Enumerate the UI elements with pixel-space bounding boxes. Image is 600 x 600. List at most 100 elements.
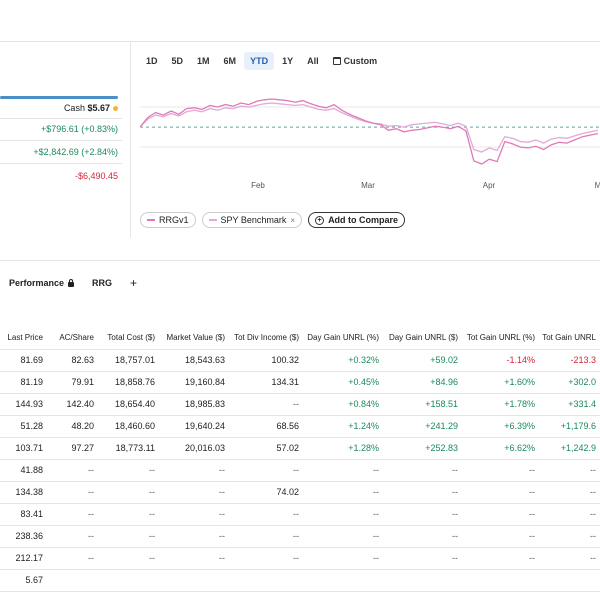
cell-tot-div-income: --: [229, 546, 303, 569]
cell-day-gain-pct: +0.84%: [303, 392, 383, 415]
add-to-compare-button[interactable]: + Add to Compare: [308, 212, 406, 228]
x-tick-label: Apr: [483, 181, 496, 190]
cell-tot-div-income: --: [229, 392, 303, 415]
range-1d[interactable]: 1D: [140, 52, 164, 70]
legend-rrg[interactable]: RRGv1: [140, 212, 196, 228]
cell-tot-gain-dollar: --: [539, 480, 600, 503]
table-row[interactable]: 144.93 142.40 18,654.40 18,985.83 -- +0.84% +1…: [0, 392, 600, 415]
table-row[interactable]: 51.28 48.20 18,460.60 19,640.24 68.56 +1.24% +…: [0, 414, 600, 437]
chart-legend: RRGv1 SPY Benchmark × + Add to Compare: [140, 212, 406, 228]
total-gain-value: +$2,842.69 (+2.84%): [33, 147, 118, 157]
range-label: 5D: [171, 56, 184, 66]
cell-last-price: 134.38: [0, 480, 47, 503]
realized-gain-value: -$6,490.45: [74, 171, 118, 181]
cell-day-gain-dollar: +84.96: [383, 370, 462, 393]
column-header-market-value[interactable]: Market Value ($): [166, 333, 225, 343]
holdings-table: Last Price AC/Share Total Cost ($) Market V…: [0, 327, 600, 592]
table-row[interactable]: 103.71 97.27 18,773.11 20,016.03 57.02 +1.28%…: [0, 436, 600, 459]
table-row[interactable]: 238.36 -- -- -- -- -- -- -- --: [0, 524, 600, 547]
legend-label: SPY Benchmark: [220, 215, 287, 225]
cell-last-price: 41.88: [0, 458, 47, 481]
cell-tot-div-income: 100.32: [229, 348, 303, 371]
cell-tot-gain-pct: +6.62%: [462, 436, 539, 459]
cell-tot-gain-pct: +1.60%: [462, 370, 539, 393]
cell-ac-share: --: [47, 524, 98, 547]
range-1m[interactable]: 1M: [191, 52, 216, 70]
add-tab-button[interactable]: +: [130, 276, 137, 290]
cell-ac-share: 48.20: [47, 414, 98, 437]
cell-total-cost: --: [98, 458, 159, 481]
cell-tot-div-income: 134.31: [229, 370, 303, 393]
table-row[interactable]: 81.19 79.91 18,858.76 19,160.84 134.31 +0.45%…: [0, 370, 600, 393]
cell-total-cost: 18,773.11: [98, 436, 159, 459]
time-range-selector: 1D 5D 1M 6M YTD 1Y All Custom: [140, 52, 383, 70]
column-header-total-cost[interactable]: Total Cost ($): [107, 333, 155, 343]
cell-tot-gain-dollar: [539, 568, 600, 592]
cell-tot-div-income: 57.02: [229, 436, 303, 459]
cell-tot-div-income: 74.02: [229, 480, 303, 503]
remove-benchmark-icon[interactable]: ×: [290, 215, 296, 225]
legend-label: RRGv1: [159, 215, 189, 225]
calendar-icon: [332, 57, 341, 65]
table-row[interactable]: 5.67: [0, 568, 600, 592]
range-all[interactable]: All: [301, 52, 325, 70]
cell-ac-share: --: [47, 546, 98, 569]
cell-ac-share: [47, 568, 98, 592]
plus-icon: +: [130, 276, 138, 290]
cell-market-value: --: [159, 502, 229, 525]
cell-day-gain-pct: --: [303, 546, 383, 569]
cell-market-value: 18,543.63: [159, 348, 229, 371]
table-row[interactable]: 83.41 -- -- -- -- -- -- -- --: [0, 502, 600, 525]
cell-day-gain-dollar: +252.83: [383, 436, 462, 459]
range-label: 6M: [223, 56, 237, 66]
cell-day-gain-pct: +1.24%: [303, 414, 383, 437]
column-header-tot-div-income[interactable]: Tot Div Income ($): [234, 333, 299, 343]
cell-total-cost: 18,654.40: [98, 392, 159, 415]
cell-total-cost: --: [98, 502, 159, 525]
series-swatch: [147, 219, 155, 221]
divider: [0, 163, 122, 164]
tab-rrg[interactable]: RRG: [92, 278, 112, 288]
column-header-tot-gain-pct[interactable]: Tot Gain UNRL (%): [466, 333, 535, 343]
divider: [0, 140, 122, 141]
x-tick-label: Feb: [251, 181, 265, 190]
table-row[interactable]: 41.88 -- -- -- -- -- -- -- --: [0, 458, 600, 481]
cell-total-cost: --: [98, 524, 159, 547]
tab-performance[interactable]: Performance: [9, 278, 75, 288]
cell-tot-div-income: --: [229, 502, 303, 525]
cell-day-gain-dollar: --: [383, 546, 462, 569]
cell-day-gain-pct: [303, 568, 383, 592]
range-custom[interactable]: Custom: [327, 52, 384, 70]
column-header-last-price[interactable]: Last Price: [7, 333, 43, 343]
range-6m[interactable]: 6M: [218, 52, 243, 70]
series-line-rrgv1: [140, 98, 599, 165]
cell-day-gain-pct: +0.45%: [303, 370, 383, 393]
cell-ac-share: 82.63: [47, 348, 98, 371]
cell-day-gain-dollar: +59.02: [383, 348, 462, 371]
column-header-tot-gain-dollar[interactable]: Tot Gain UNRL: [542, 333, 596, 343]
table-row[interactable]: 212.17 -- -- -- -- -- -- -- --: [0, 546, 600, 569]
table-row[interactable]: 134.38 -- -- -- 74.02 -- -- -- --: [0, 480, 600, 503]
cell-day-gain-pct: +1.28%: [303, 436, 383, 459]
table-row[interactable]: 81.69 82.63 18,757.01 18,543.63 100.32 +0.32%…: [0, 348, 600, 371]
cell-day-gain-dollar: [383, 568, 462, 592]
legend-spy[interactable]: SPY Benchmark ×: [201, 212, 303, 228]
cell-last-price: 5.67: [0, 568, 47, 592]
cell-tot-gain-pct: -1.14%: [462, 348, 539, 371]
cell-ac-share: --: [47, 458, 98, 481]
cell-tot-gain-dollar: +1,242.9: [539, 436, 600, 459]
column-header-day-gain-pct[interactable]: Day Gain UNRL (%): [307, 333, 379, 343]
plus-circle-icon: +: [315, 215, 325, 225]
range-label: 1Y: [282, 56, 294, 66]
cell-market-value: --: [159, 524, 229, 547]
range-ytd[interactable]: YTD: [244, 52, 275, 70]
column-header-ac-share[interactable]: AC/Share: [59, 333, 94, 343]
range-label: YTD: [250, 56, 269, 66]
range-5d[interactable]: 5D: [166, 52, 190, 70]
cell-last-price: 51.28: [0, 414, 47, 437]
performance-chart[interactable]: Feb Mar Apr M: [140, 90, 600, 200]
cell-last-price: 238.36: [0, 524, 47, 547]
section-divider: [0, 260, 600, 261]
range-1y[interactable]: 1Y: [276, 52, 299, 70]
column-header-day-gain-dollar[interactable]: Day Gain UNRL ($): [388, 333, 458, 343]
